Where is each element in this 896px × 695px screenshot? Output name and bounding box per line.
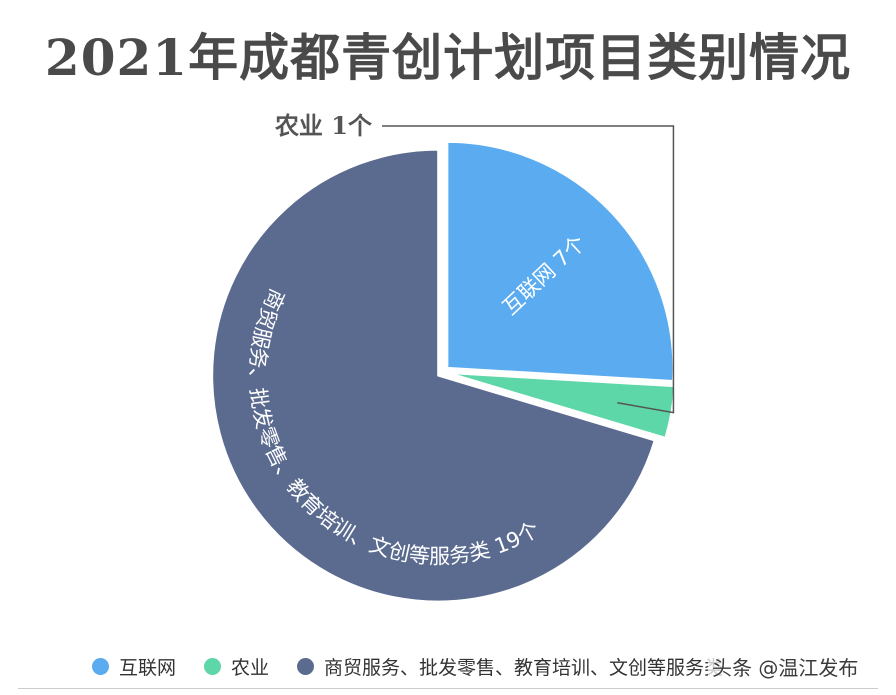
legend-label-agriculture: 农业 [231,657,270,679]
legend-item-agriculture: 农业 [204,653,269,680]
pie-slice-services [211,148,656,603]
chart-title: 2021年成都青创计划项目类别情况 [44,28,852,87]
legend-swatch-internet [92,658,109,675]
leader-line-agriculture [382,125,675,414]
legend-swatch-agriculture [204,658,222,675]
legend-item-internet: 互联网 [92,653,176,680]
pie-slice-internet [446,140,675,383]
chart-legend: 互联网 农业 商贸服务、批发零售、教育培训、文创等服务类 [92,653,751,680]
legend-label-internet: 互联网 [119,657,177,679]
watermark: 头条 @温江发布 [708,652,863,681]
slice-label-agriculture: 农业 1个 [274,111,373,140]
bottom-divider [18,688,878,689]
legend-label-services: 商贸服务、批发零售、教育培训、文创等服务类 [324,657,724,679]
legend-swatch-services [297,658,315,675]
legend-item-services: 商贸服务、批发零售、教育培训、文创等服务类 [297,653,723,680]
